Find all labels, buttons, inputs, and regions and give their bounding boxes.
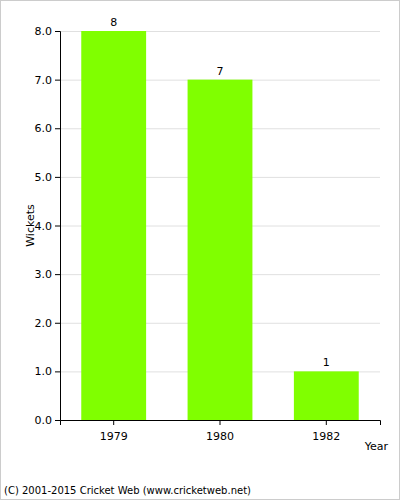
y-tick: 4.0 bbox=[35, 220, 61, 233]
x-axis: 1979 1980 1982 bbox=[61, 420, 381, 443]
annotation: (C) 2001-2015 Cricket Web (www.cricketwe… bbox=[4, 485, 251, 496]
y-tick: 0.0 bbox=[35, 414, 61, 427]
y-tick: 7.0 bbox=[35, 74, 61, 87]
y-tick-label: 0.0 bbox=[35, 414, 53, 427]
bar bbox=[81, 31, 146, 420]
y-tick: 1.0 bbox=[35, 365, 61, 378]
y-tick-label: 5.0 bbox=[35, 171, 53, 184]
y-tick-label: 2.0 bbox=[35, 317, 53, 330]
x-tick-mark bbox=[326, 420, 327, 425]
y-tick-mark bbox=[55, 177, 60, 178]
x-tick-label: 1982 bbox=[312, 430, 340, 443]
grid bbox=[60, 32, 380, 421]
chart: 8710.01.02.03.04.05.06.07.08.01979198019… bbox=[0, 0, 400, 500]
y-tick: 3.0 bbox=[35, 268, 61, 281]
y-tick: 6.0 bbox=[35, 122, 61, 135]
x-tick: 1980 bbox=[206, 420, 234, 443]
y-tick: 2.0 bbox=[35, 317, 61, 330]
data-label: 7 bbox=[217, 65, 224, 78]
data-labels: 8 7 1 bbox=[110, 16, 330, 369]
x-axis-line bbox=[61, 421, 381, 426]
y-tick-mark bbox=[55, 323, 60, 324]
y-axis-line bbox=[55, 32, 61, 421]
x-tick: 1979 bbox=[100, 420, 128, 443]
bar bbox=[294, 371, 359, 420]
x-tick-label: 1980 bbox=[206, 430, 234, 443]
y-axis-title: Wickets bbox=[24, 204, 37, 247]
x-tick-mark bbox=[113, 420, 114, 425]
y-axis: 0.0 1.0 2.0 3.0 4.0 5.0 6.0 7.0 8.0 bbox=[35, 25, 61, 427]
background bbox=[1, 1, 400, 500]
y-tick-mark bbox=[55, 128, 60, 129]
y-tick-mark bbox=[55, 371, 60, 372]
data-label: 8 bbox=[110, 16, 117, 29]
y-tick: 8.0 bbox=[35, 25, 61, 38]
bar bbox=[188, 80, 253, 420]
y-tick-mark bbox=[55, 80, 60, 81]
x-tick-mark bbox=[220, 420, 221, 425]
plot: 8710.01.02.03.04.05.06.07.08.01979198019… bbox=[35, 16, 381, 443]
data-label: 1 bbox=[323, 356, 330, 369]
y-tick-mark bbox=[55, 31, 60, 32]
y-tick-label: 6.0 bbox=[35, 122, 53, 135]
y-tick-mark bbox=[55, 420, 60, 421]
x-axis-title: Year bbox=[364, 440, 389, 453]
x-tick: 1982 bbox=[312, 420, 340, 443]
x-tick-label: 1979 bbox=[100, 430, 128, 443]
y-tick-label: 7.0 bbox=[35, 74, 53, 87]
y-tick-label: 1.0 bbox=[35, 365, 53, 378]
y-tick-label: 3.0 bbox=[35, 268, 53, 281]
bars bbox=[81, 31, 358, 420]
y-tick-label: 4.0 bbox=[35, 220, 53, 233]
y-tick: 5.0 bbox=[35, 171, 61, 184]
y-tick-mark bbox=[55, 226, 60, 227]
y-tick-label: 8.0 bbox=[35, 25, 53, 38]
y-tick-mark bbox=[55, 274, 60, 275]
